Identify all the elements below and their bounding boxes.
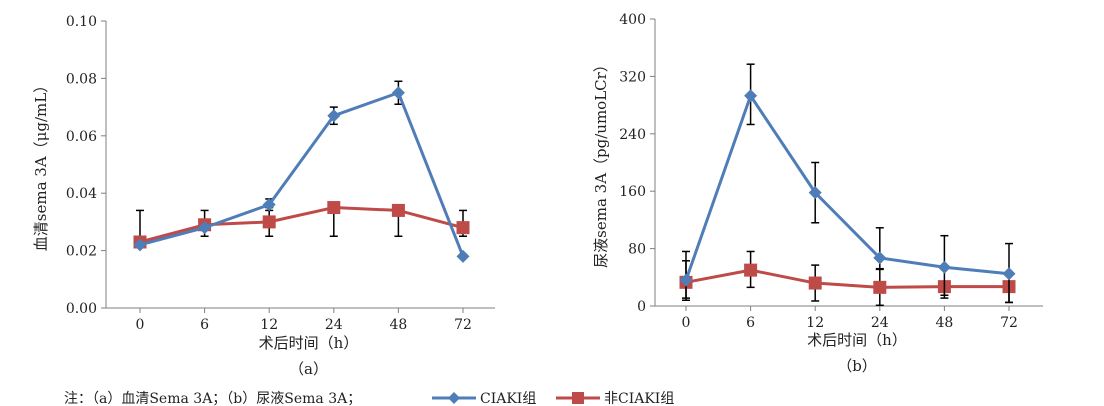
legend-non-ciaki-label: 非CIAKI组 <box>604 391 674 406</box>
data-point-diamond <box>1002 267 1016 281</box>
series-line <box>685 268 1009 289</box>
x-tick-label: 72 <box>454 317 472 333</box>
y-tick-label: 80 <box>628 242 646 258</box>
x-tick-label: 24 <box>871 315 889 331</box>
series-line <box>684 94 1010 281</box>
x-axis-title: 术后时间（h） <box>259 334 359 352</box>
legend-ciaki-label: CIAKI组 <box>480 391 536 406</box>
y-tick-label: 0.04 <box>66 186 97 202</box>
panel-b-chart: 0 80 160 240 320 400 0 6 12 24 48 72 术后时间（h） 尿液sema 3… <box>592 12 1043 375</box>
y-tick-label: 240 <box>619 127 646 143</box>
data-point-square <box>873 280 887 294</box>
data-point-square <box>744 263 758 277</box>
y-tick-label: 0.00 <box>66 301 97 317</box>
series-line <box>139 206 464 244</box>
data-point-diamond <box>456 249 470 263</box>
data-point-diamond <box>327 109 341 123</box>
y-tick-label: 0 <box>637 299 646 315</box>
series-non-ciaki <box>679 250 1016 307</box>
series-ciaki <box>133 80 470 263</box>
y-tick-label: 160 <box>619 184 646 200</box>
data-point-square <box>456 221 470 235</box>
data-point-square <box>808 276 822 290</box>
y-axis-title: 尿液sema 3A（pg/umoLCr） <box>592 57 610 268</box>
series-line <box>139 91 465 257</box>
x-tick-label: 12 <box>806 315 824 331</box>
panel-label: （a） <box>289 360 328 378</box>
data-point-square <box>391 203 405 217</box>
series-ciaki <box>679 63 1016 304</box>
series-non-ciaki <box>133 201 470 249</box>
legend: 注：（a）血清Sema 3A；（b）尿液Sema 3A； CIAKI组 非CIA… <box>64 391 674 406</box>
data-point-diamond <box>744 89 758 103</box>
y-axis-title: 血清sema 3A（μg/mL） <box>32 78 50 251</box>
x-tick-label: 0 <box>682 315 691 331</box>
panel-a-chart: 0.00 0.02 0.04 0.06 0.08 0.10 0 6 12 24 48 72 术后时间（h… <box>32 14 495 378</box>
x-tick-label: 72 <box>1000 315 1018 331</box>
x-tick-label: 0 <box>136 317 145 333</box>
legend-non-ciaki-marker <box>572 392 584 404</box>
y-tick-label: 320 <box>619 69 646 85</box>
data-point-diamond <box>262 198 276 212</box>
y-tick-label: 0.06 <box>66 129 97 145</box>
y-tick-label: 0.10 <box>66 14 97 30</box>
legend-ciaki-marker <box>448 392 460 404</box>
data-point-diamond <box>873 251 887 265</box>
x-tick-label: 48 <box>935 315 953 331</box>
data-point-diamond <box>198 221 212 235</box>
x-tick-label: 48 <box>389 317 407 333</box>
x-tick-label: 6 <box>746 315 755 331</box>
x-tick-label: 12 <box>260 317 278 333</box>
x-tick-label: 6 <box>200 317 209 333</box>
y-tick-label: 0.02 <box>66 244 97 260</box>
x-tick-label: 24 <box>325 317 343 333</box>
data-point-diamond <box>937 260 951 274</box>
panel-label: （b） <box>837 357 877 375</box>
legend-note-prefix: 注：（a）血清Sema 3A；（b）尿液Sema 3A； <box>64 391 361 406</box>
data-point-diamond <box>808 186 822 200</box>
data-point-square <box>262 215 276 229</box>
y-tick-label: 400 <box>619 12 646 28</box>
data-point-square <box>327 201 341 215</box>
y-tick-label: 0.08 <box>66 71 97 87</box>
data-point-diamond <box>133 238 147 252</box>
x-axis-title: 术后时间（h） <box>807 331 907 349</box>
data-point-diamond <box>391 86 405 100</box>
data-point-diamond <box>679 273 693 287</box>
